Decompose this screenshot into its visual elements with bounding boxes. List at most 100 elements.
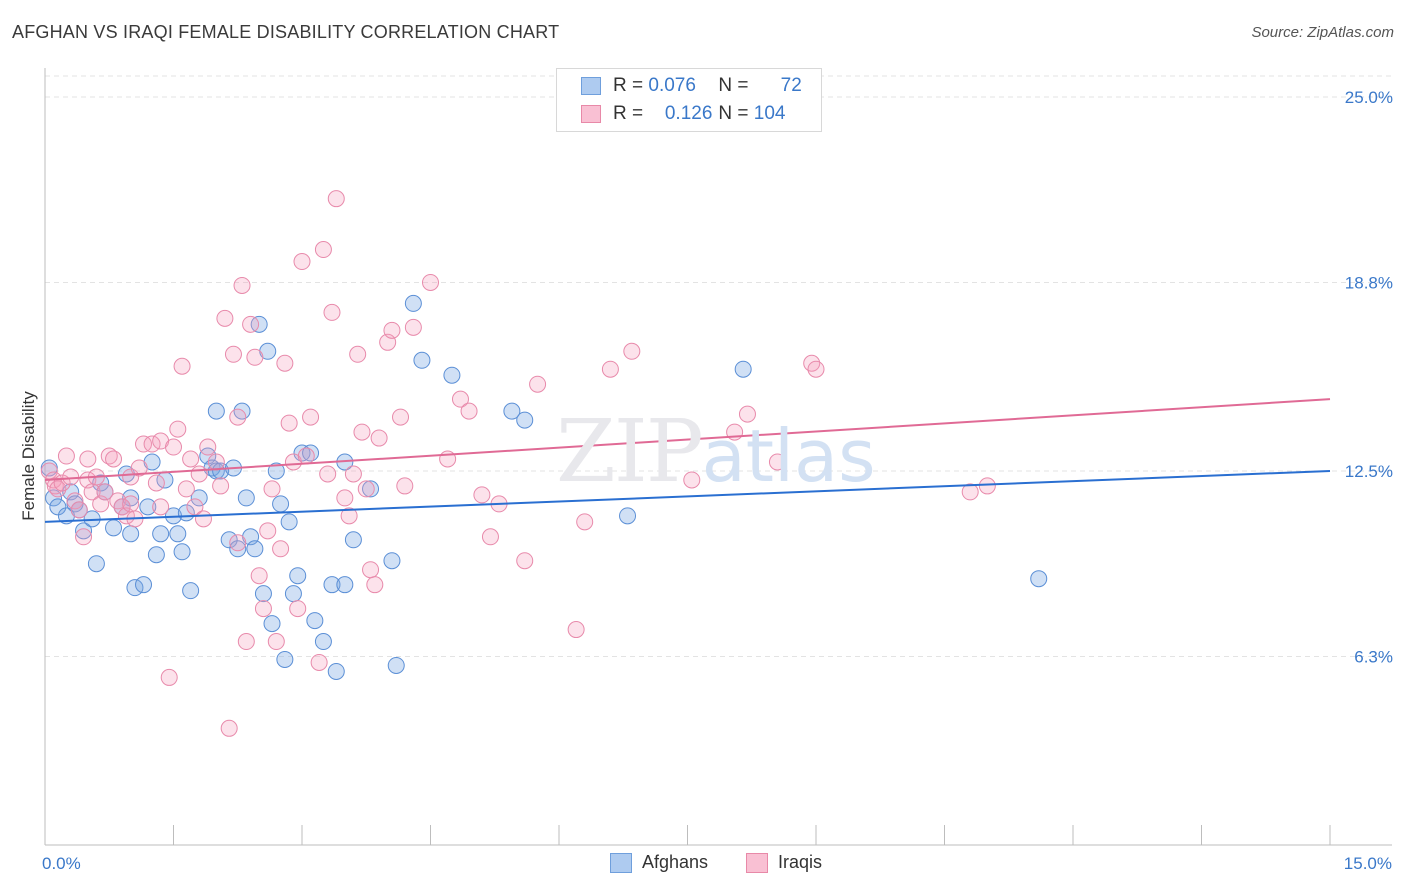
iraqi-point	[165, 438, 182, 456]
iraqi-point	[978, 477, 996, 495]
afghan-point	[362, 480, 380, 498]
iraqi-point	[75, 528, 93, 546]
n-value: 104	[753, 103, 786, 124]
iraqi-point	[216, 309, 234, 327]
iraqi-point	[623, 342, 641, 360]
iraqi-point	[327, 190, 345, 208]
afghan-point	[267, 462, 285, 480]
iraqi-point	[186, 498, 204, 516]
iraqi-point	[567, 621, 585, 639]
r-label: R =	[613, 103, 644, 124]
afghan-point	[147, 546, 165, 564]
iraqi-point	[242, 315, 260, 333]
iraqi-point	[147, 474, 165, 492]
afghan-point	[516, 411, 534, 429]
watermark-atlas: atlas	[701, 414, 876, 498]
legend-label-afghans: Afghans	[642, 852, 709, 872]
axes	[44, 68, 1392, 846]
iraqi-point	[237, 633, 255, 651]
afghan-point	[87, 555, 105, 573]
iraqi-point	[473, 486, 491, 504]
afghan-point	[152, 525, 170, 543]
afghan-point	[250, 315, 268, 333]
iraqi-point	[601, 360, 619, 378]
afghan-point	[413, 351, 431, 369]
iraqi-point	[272, 540, 290, 558]
iraqi-point	[396, 477, 414, 495]
afghan-point	[237, 489, 255, 507]
iraqi-point	[169, 420, 187, 438]
iraqi-point	[451, 390, 469, 408]
afghan-point	[139, 498, 157, 516]
afghan-point	[135, 576, 153, 594]
iraqi-point	[229, 408, 247, 426]
iraqi-point	[49, 480, 67, 498]
afghan-point	[105, 519, 123, 537]
iraqi-point	[370, 429, 388, 447]
iraqi-point	[263, 480, 281, 498]
afghan-point	[734, 360, 752, 378]
iraqi-point	[79, 450, 97, 468]
afghan-point	[207, 402, 225, 420]
chart-title: AFGHAN VS IRAQI FEMALE DISABILITY CORREL…	[12, 22, 560, 42]
afghan-point	[254, 585, 272, 603]
iraqi-point	[422, 273, 439, 291]
iraqi-point	[229, 534, 247, 552]
iraqi-point	[683, 471, 701, 489]
series-legend: Afghans Iraqis	[0, 852, 1406, 878]
iraqi-point	[803, 354, 821, 372]
iraqi-point	[319, 465, 337, 483]
afghan-point	[75, 522, 93, 540]
iraqi-point	[516, 552, 534, 570]
afghan-trend-line	[44, 469, 1331, 523]
legend-item-afghans: Afghans	[610, 852, 708, 873]
watermark-zip: ZIP	[556, 402, 704, 502]
legend-item-iraqis: Iraqis	[746, 852, 822, 873]
iraqi-point	[297, 447, 315, 465]
iraqi-point	[807, 360, 825, 378]
iraqi-point	[481, 528, 499, 546]
afghan-point	[344, 531, 362, 549]
iraqi-point	[96, 483, 114, 501]
legend-label-iraqis: Iraqis	[778, 852, 823, 872]
iraqi-point	[366, 576, 384, 594]
iraqi-point	[314, 241, 332, 259]
afghan-point	[503, 402, 521, 420]
iraqi-point	[289, 600, 307, 618]
afghan-point	[306, 612, 324, 630]
iraqi-point	[276, 354, 294, 372]
afghan-point	[619, 507, 637, 525]
afghan-point	[182, 582, 200, 600]
iraqi-point	[576, 513, 594, 531]
afghan-point	[190, 489, 208, 507]
afghan-point	[289, 567, 307, 585]
afghan-point	[443, 366, 461, 384]
iraqi-point	[62, 468, 80, 486]
iraqi-point	[259, 522, 277, 540]
afghan-point	[173, 543, 191, 561]
iraqi-point	[194, 510, 212, 528]
iraqi-point	[220, 719, 238, 737]
iraqi-point	[135, 435, 153, 453]
iraqi-point	[212, 477, 230, 495]
iraqi-point	[177, 480, 195, 498]
iraqi-point	[353, 423, 371, 441]
x-tick-label: 0.0%	[42, 854, 81, 873]
afghan-point	[1030, 570, 1048, 588]
afghan-point	[387, 656, 405, 674]
stats-legend: R = 0.076 N = 72 R = 0.126 N = 104	[556, 68, 822, 132]
iraqi-point	[105, 450, 123, 468]
afghan-point	[229, 540, 247, 558]
x-tick-label: 15.0%	[1344, 854, 1392, 873]
y-tick-label: 6.3%	[1354, 647, 1393, 666]
afghan-point	[327, 662, 345, 680]
afghan-point	[314, 633, 332, 651]
iraqi-point	[173, 357, 191, 375]
iraqi-point	[738, 405, 756, 423]
iraqi-point	[160, 668, 178, 686]
iraqi-point	[152, 498, 170, 516]
iraqi-point	[336, 489, 354, 507]
y-tick-label: 25.0%	[1345, 88, 1393, 107]
iraqi-point	[246, 348, 264, 366]
